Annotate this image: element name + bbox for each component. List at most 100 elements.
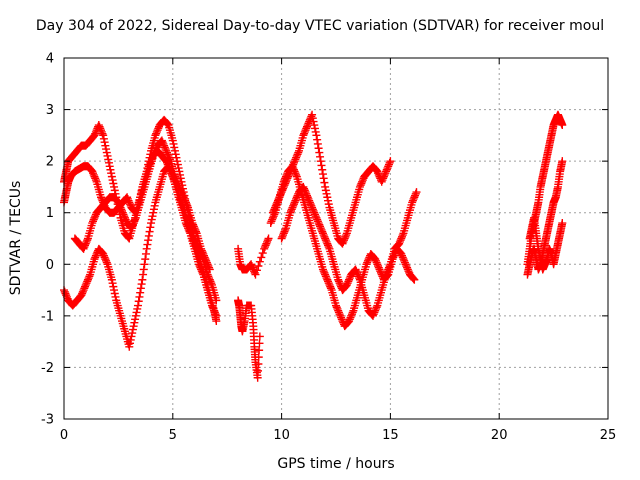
data-point bbox=[210, 308, 219, 317]
data-point bbox=[178, 191, 187, 200]
data-point bbox=[110, 182, 119, 191]
data-point bbox=[384, 265, 393, 274]
data-point bbox=[173, 177, 182, 186]
x-tick-label: 15 bbox=[382, 428, 399, 443]
data-point bbox=[302, 124, 311, 133]
data-point bbox=[138, 275, 147, 284]
data-point bbox=[343, 279, 352, 288]
y-tick-label: -2 bbox=[41, 361, 54, 376]
data-point bbox=[82, 279, 91, 288]
data-point bbox=[347, 311, 356, 320]
data-point bbox=[301, 126, 310, 135]
x-tick-label: 10 bbox=[273, 428, 290, 443]
data-point bbox=[100, 138, 109, 147]
data-point bbox=[90, 131, 99, 140]
data-point bbox=[286, 208, 295, 217]
data-point bbox=[289, 201, 298, 210]
data-point bbox=[254, 366, 263, 375]
data-point bbox=[90, 255, 99, 264]
data-point bbox=[107, 275, 116, 284]
data-point bbox=[170, 172, 179, 181]
data-point bbox=[395, 239, 404, 248]
data-point bbox=[96, 124, 105, 133]
data-point bbox=[173, 160, 182, 169]
data-point bbox=[322, 189, 331, 198]
data-point bbox=[290, 157, 299, 166]
data-point bbox=[264, 234, 273, 243]
data-point bbox=[149, 151, 158, 160]
data-point bbox=[174, 164, 183, 173]
data-point bbox=[318, 229, 327, 238]
data-point bbox=[291, 169, 300, 178]
data-point bbox=[91, 129, 100, 138]
data-point bbox=[344, 277, 353, 286]
data-point bbox=[372, 258, 381, 267]
data-point bbox=[199, 249, 208, 258]
data-point bbox=[358, 176, 367, 185]
data-point bbox=[281, 174, 290, 183]
data-point bbox=[146, 223, 155, 232]
data-point bbox=[558, 157, 567, 166]
data-point bbox=[123, 194, 132, 203]
data-point bbox=[121, 215, 130, 224]
data-point bbox=[408, 274, 417, 283]
data-point bbox=[321, 270, 330, 279]
data-point bbox=[326, 284, 335, 293]
data-point bbox=[322, 274, 331, 283]
data-point bbox=[205, 263, 214, 272]
data-point bbox=[281, 172, 290, 181]
data-point bbox=[182, 200, 191, 209]
data-point bbox=[106, 165, 115, 174]
data-point bbox=[290, 167, 299, 176]
data-point bbox=[133, 304, 142, 313]
data-point bbox=[379, 172, 388, 181]
data-point bbox=[383, 164, 392, 173]
data-point bbox=[189, 220, 198, 229]
data-point bbox=[313, 139, 322, 148]
data-point bbox=[131, 215, 140, 224]
data-point bbox=[303, 193, 312, 202]
data-point bbox=[373, 167, 382, 176]
data-point bbox=[356, 181, 365, 190]
data-point bbox=[116, 203, 125, 212]
data-point bbox=[346, 313, 355, 322]
data-point bbox=[104, 155, 113, 164]
data-point bbox=[125, 198, 134, 207]
data-point bbox=[131, 311, 140, 320]
data-point bbox=[162, 148, 171, 157]
data-point bbox=[311, 212, 320, 221]
data-point bbox=[95, 122, 104, 131]
data-point bbox=[339, 237, 348, 246]
data-point bbox=[323, 193, 332, 202]
data-point bbox=[363, 256, 372, 265]
data-point bbox=[197, 246, 206, 255]
data-point bbox=[384, 162, 393, 171]
data-point bbox=[315, 148, 324, 157]
data-point bbox=[300, 186, 309, 195]
data-point bbox=[322, 237, 331, 246]
data-point bbox=[89, 169, 98, 178]
data-point bbox=[410, 275, 419, 284]
data-point bbox=[317, 161, 326, 170]
data-point bbox=[292, 170, 301, 179]
data-point bbox=[333, 304, 342, 313]
y-tick-label: 2 bbox=[46, 155, 54, 170]
data-point bbox=[305, 196, 314, 205]
data-point bbox=[202, 258, 211, 267]
chart-title: Day 304 of 2022, Sidereal Day-to-day VTE… bbox=[35, 18, 605, 34]
data-point bbox=[147, 215, 156, 224]
data-point bbox=[117, 205, 126, 214]
data-point bbox=[321, 182, 330, 191]
data-point bbox=[257, 253, 266, 262]
data-point bbox=[139, 265, 148, 274]
data-point bbox=[299, 182, 308, 191]
data-point bbox=[207, 301, 216, 310]
data-point bbox=[150, 201, 159, 210]
data-point bbox=[385, 262, 394, 271]
data-point bbox=[305, 198, 314, 207]
data-point bbox=[96, 126, 105, 135]
data-point bbox=[380, 170, 389, 179]
data-point bbox=[91, 174, 100, 183]
data-point bbox=[143, 240, 152, 249]
data-point bbox=[260, 244, 269, 253]
